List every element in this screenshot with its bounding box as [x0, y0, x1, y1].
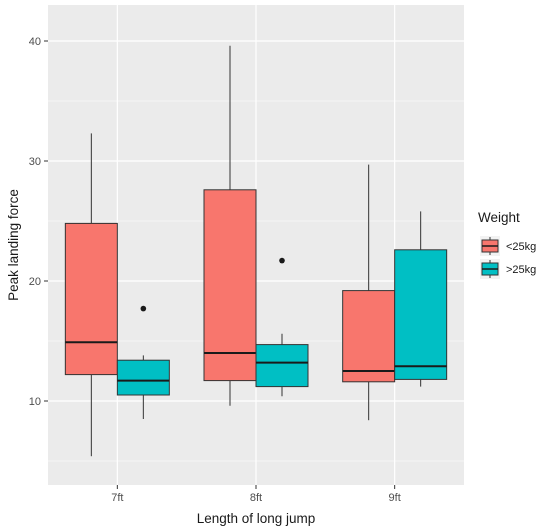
legend-title: Weight: [478, 210, 520, 225]
y-axis-ticks: 10 20 30 40: [29, 36, 48, 408]
box-iqr: [203, 189, 257, 382]
y-axis-title: Peak landing force: [6, 189, 21, 301]
box-7ft-gt25kg: [116, 305, 170, 419]
y-tick-label: 40: [29, 36, 41, 48]
x-axis-title: Length of long jump: [197, 511, 316, 526]
x-tick-label: 9ft: [389, 492, 401, 504]
box-7ft-lt25kg: [64, 133, 118, 457]
box-iqr: [255, 344, 309, 388]
x-tick-label: 8ft: [250, 492, 262, 504]
box-iqr: [394, 249, 448, 380]
x-axis-ticks: 7ft 8ft 9ft: [111, 485, 401, 504]
box-9ft-lt25kg: [342, 164, 396, 421]
y-tick-label: 30: [29, 156, 41, 168]
legend-item: <25kg: [480, 236, 536, 256]
legend: Weight <25kg >25kg: [478, 210, 536, 279]
outlier-point: [140, 305, 147, 312]
legend-item: >25kg: [480, 259, 536, 279]
box-iqr: [342, 290, 396, 383]
outlier-point: [279, 257, 285, 264]
box-8ft-lt25kg: [203, 45, 257, 406]
box-iqr: [116, 359, 170, 396]
box-8ft-gt25kg: [255, 257, 309, 397]
box-layer: [64, 45, 448, 457]
box-9ft-gt25kg: [394, 211, 448, 387]
legend-label: <25kg: [506, 241, 536, 253]
y-tick-label: 20: [29, 276, 41, 288]
y-tick-label: 10: [29, 396, 41, 408]
legend-label: >25kg: [506, 264, 536, 276]
x-tick-label: 7ft: [111, 492, 123, 504]
box-iqr: [64, 222, 118, 376]
